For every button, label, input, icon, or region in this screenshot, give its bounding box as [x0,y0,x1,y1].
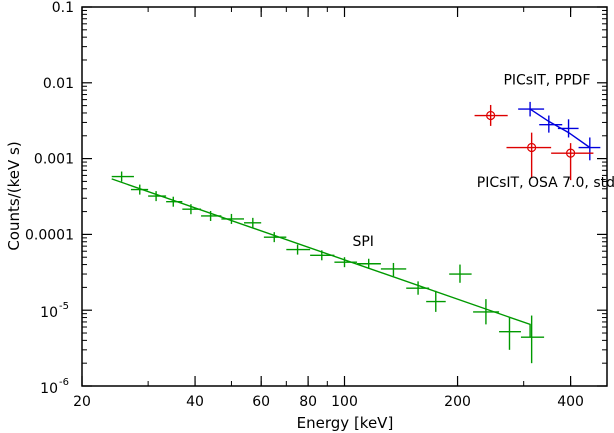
x-tick-label: 400 [557,394,584,410]
y-axis-label: Counts/(keV s) [5,141,23,250]
data-point [334,257,358,268]
series-label: SPI [352,234,373,250]
data-point [310,250,335,261]
x-tick-label: 40 [186,394,204,410]
data-point [166,196,183,207]
data-point [357,258,381,269]
data-point [551,143,594,181]
data-point [406,281,430,295]
data-point [506,132,552,179]
data-point [578,137,601,161]
model-lines [111,108,591,338]
y-tick-label: 0.1 [52,0,74,16]
data-point [473,299,500,325]
data-point [426,290,446,312]
x-axis-label: Energy [keV] [297,414,394,432]
y-tick-exponent: -6 [59,377,69,388]
data-point [557,119,579,138]
data-point [221,213,244,224]
data-point [243,217,262,228]
data-point [449,264,472,283]
x-tick-label: 20 [73,394,91,410]
x-tick-label: 200 [444,394,471,410]
data-point [111,171,134,182]
model-line [111,178,531,338]
y-tick-label: 0.001 [34,152,74,168]
y-tick-exponent: -5 [59,301,69,312]
y-tick-label: 0.01 [43,76,74,92]
x-tick-label: 60 [252,394,270,410]
data-point [380,262,407,277]
series-label: PICsIT, PPDF [503,72,590,88]
point-marker [486,110,496,121]
y-minor-ticks [82,9,607,364]
x-axis-ticks: 20 40 60 80 100 200 400 [73,7,584,410]
data-point [201,210,222,221]
data-point [499,317,521,350]
y-tick-label: 10 [40,381,58,397]
point-marker [527,142,537,153]
data-point [130,184,149,195]
y-tick-label: 0.0001 [25,227,74,243]
x-tick-label: 100 [331,394,358,410]
data-point [286,244,311,255]
data-point [182,204,202,215]
y-tick-label: 10 [40,305,58,321]
x-tick-label: 80 [299,394,317,410]
data-point [263,232,287,243]
data-point [520,315,545,364]
model-line [529,108,591,149]
data-point [539,115,563,133]
series-labels: SPI PICsIT, PPDF PICsIT, OSA 7.0, std map [352,72,614,250]
point-marker [566,148,576,158]
data-point [148,191,167,202]
data-point [518,101,545,117]
series-label: PICsIT, OSA 7.0, std map [477,175,614,191]
data-point [474,104,508,126]
data-points [111,101,601,364]
